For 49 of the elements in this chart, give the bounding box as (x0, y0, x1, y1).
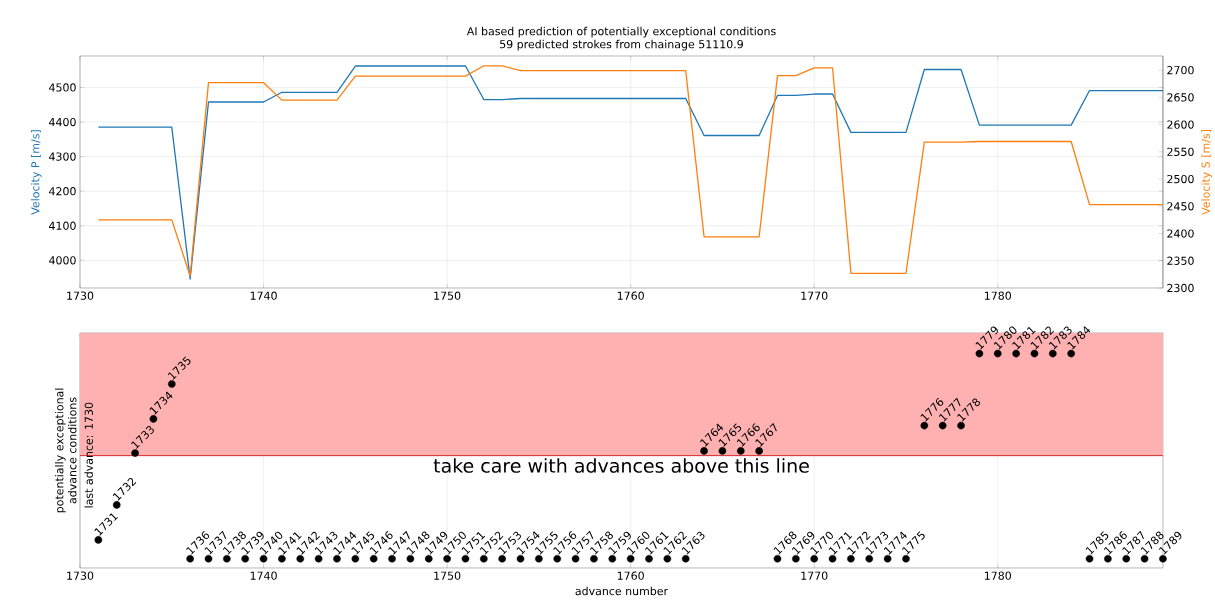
x-tick-label: 1780 (984, 291, 1011, 300)
y2-tick-label: 2700 (1167, 66, 1194, 75)
x-tick-label: 1760 (617, 291, 644, 300)
x-tick-label: 1740 (250, 571, 277, 580)
x-tick-label: 1780 (984, 571, 1011, 580)
point (993, 349, 1002, 358)
y-tick-label: 4100 (49, 221, 76, 230)
y2-tick-label: 2300 (1167, 283, 1194, 293)
point (167, 380, 176, 388)
y-tick-label: 4000 (49, 256, 76, 265)
x-tick-label: 1770 (801, 291, 828, 300)
point (975, 349, 984, 358)
y-axis-title: Velocity P [m/s] (30, 130, 42, 215)
y-tick-label: 4500 (49, 83, 76, 92)
point (461, 554, 470, 563)
y2-axis-title: Velocity S [m/s] (1201, 130, 1212, 215)
point (131, 449, 139, 457)
y2-tick-label: 2650 (1167, 93, 1194, 102)
point (736, 447, 745, 455)
y2-tick-label: 2350 (1167, 256, 1194, 265)
ref-line-label: take care with advances above this line (433, 458, 809, 473)
y2-tick-label: 2550 (1167, 147, 1194, 156)
point (1030, 349, 1039, 358)
point (112, 501, 121, 509)
x-tick-label: 1730 (67, 291, 94, 300)
x-tick-label: 1750 (434, 291, 461, 300)
annotation: last advance: 1730 (84, 402, 93, 508)
point (718, 447, 727, 455)
y2-tick-label: 2600 (1167, 120, 1194, 129)
x-tick-label: 1760 (617, 571, 644, 580)
chart-subtitle: 59 predicted strokes from chainage 51110.9 (500, 39, 743, 51)
x-axis-title: advance number (575, 586, 669, 596)
x-tick-label: 1740 (250, 291, 277, 300)
y2-tick-label: 2400 (1167, 229, 1194, 238)
chart-title: AI based prediction of potentially exceptional conditions (466, 26, 776, 38)
y2-tick-label: 2450 (1167, 202, 1194, 211)
x-tick-label: 1750 (434, 571, 461, 580)
y-tick-label: 4300 (49, 152, 76, 161)
point (149, 415, 158, 423)
point (94, 536, 103, 544)
x-tick-label: 1770 (801, 571, 828, 580)
point (700, 447, 708, 455)
y-tick-label: 4400 (49, 117, 76, 127)
x-tick-label: 1730 (67, 571, 94, 580)
y2-tick-label: 2500 (1167, 174, 1194, 184)
point (755, 447, 763, 455)
y-tick-label: 4200 (49, 187, 76, 196)
y-axis-title: potentially exceptional advance conditions (54, 388, 77, 513)
point (773, 554, 782, 563)
